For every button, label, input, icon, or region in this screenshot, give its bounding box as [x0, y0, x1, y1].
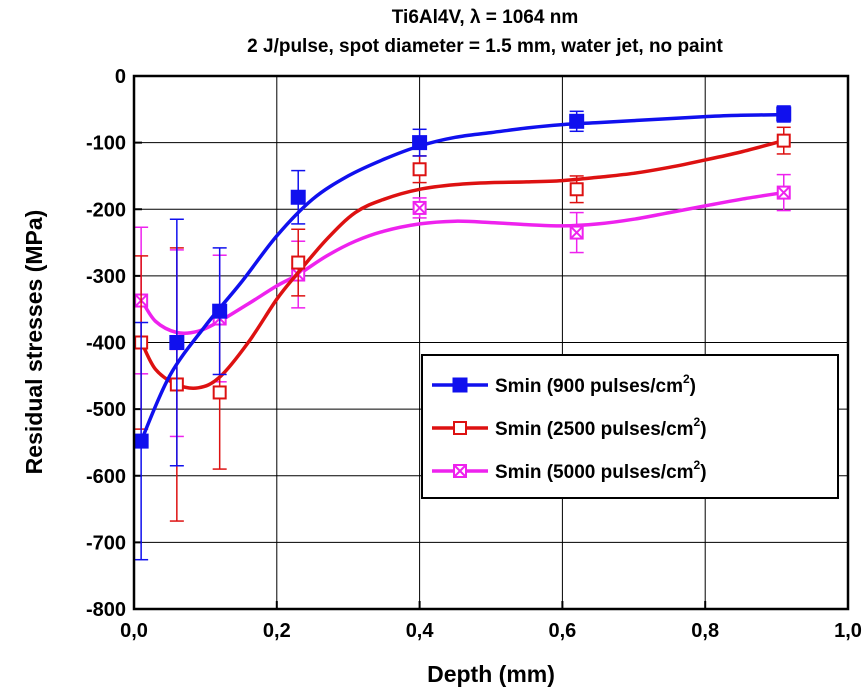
series-fit-line — [139, 190, 784, 336]
data-point — [291, 255, 306, 270]
grid-lines — [133, 75, 849, 610]
series-2 — [134, 126, 791, 522]
legend-marker — [453, 421, 467, 435]
y-tick-label: 0 — [115, 66, 126, 88]
y-tick-label: -600 — [86, 466, 126, 488]
data-point — [569, 225, 584, 240]
data-point — [133, 433, 149, 449]
y-axis-ticks: 0 -100 -200 -300 -400 -500 -600 -700 -800 — [86, 66, 142, 621]
plot-frame — [132, 74, 850, 611]
data-point — [776, 133, 791, 148]
data-point — [776, 106, 792, 122]
y-axis-label: Residual stresses (MPa) — [21, 210, 47, 475]
legend-label: Smin (5000 pulses/cm2) — [495, 458, 707, 483]
y-tick-label: -700 — [86, 532, 126, 554]
legend-marker — [453, 464, 467, 478]
x-tick-label: 0,0 — [120, 620, 148, 642]
x-tick-label: 0,8 — [691, 620, 719, 642]
marker-cross-b — [453, 464, 467, 478]
x-tick-label: 0,6 — [548, 620, 576, 642]
series-fit-line — [139, 112, 784, 442]
legend: Smin (900 pulses/cm2) Smin (2500 pulses/c… — [421, 354, 839, 499]
legend-item-1: Smin (900 pulses/cm2) — [432, 372, 696, 397]
legend-box — [421, 354, 839, 499]
y-tick-label: -300 — [86, 266, 126, 288]
data-point — [412, 162, 427, 177]
legend-label: Smin (2500 pulses/cm2) — [495, 415, 707, 440]
legend-label: Smin (900 pulses/cm2) — [495, 372, 696, 397]
series-1 — [133, 105, 792, 561]
chart-title: Ti6Al4V, λ = 1064 nm — [392, 7, 578, 28]
marker-cross-b — [777, 185, 791, 200]
data-point — [290, 189, 306, 205]
y-tick-label: -400 — [86, 333, 126, 355]
legend-marker — [452, 377, 468, 393]
data-point — [212, 303, 228, 319]
data-point — [169, 335, 185, 350]
legend-item-2: Smin (2500 pulses/cm2) — [432, 415, 707, 440]
data-point — [569, 182, 584, 197]
y-tick-label: -800 — [86, 599, 126, 621]
plot-area — [133, 105, 792, 561]
marker-cross-b — [412, 201, 427, 215]
y-tick-label: -200 — [86, 199, 126, 221]
legend-item-3: Smin (5000 pulses/cm2) — [432, 458, 707, 483]
data-point — [412, 200, 427, 215]
x-axis-label: Depth (mm) — [427, 661, 555, 687]
y-tick-label: -100 — [86, 133, 126, 155]
data-point — [776, 185, 791, 200]
chart-subtitle: 2 J/pulse, spot diameter = 1.5 mm, water… — [247, 36, 723, 57]
x-axis-ticks: 0,0 0,2 0,4 0,6 0,8 1,0 — [120, 601, 862, 642]
x-tick-label: 0,4 — [406, 620, 435, 642]
data-point — [212, 385, 227, 400]
data-point — [569, 113, 585, 129]
marker-cross-b — [569, 225, 584, 240]
y-tick-label: -500 — [86, 399, 126, 421]
x-tick-label: 1,0 — [834, 620, 862, 642]
x-tick-label: 0,2 — [263, 620, 291, 642]
series-fit-line — [139, 138, 785, 390]
data-point — [412, 135, 428, 151]
